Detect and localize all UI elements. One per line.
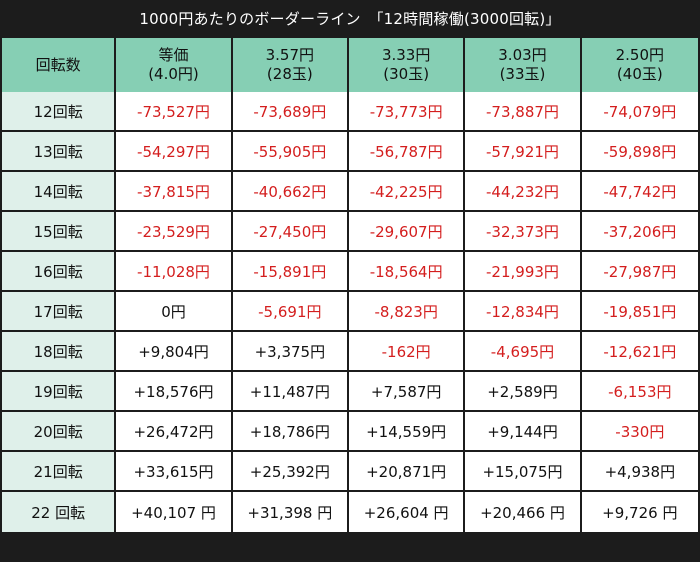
balance-cell: +9,144円 [465, 412, 582, 452]
table-row: 21回転 +33,615円 +25,392円 +20,871円 +15,075円 +4,9… [2, 452, 698, 492]
balance-cell: -19,851円 [581, 292, 698, 332]
balance-cell: -40,662円 [232, 172, 349, 212]
table-title: 1000円あたりのボーダーライン 「12時間稼働(3000回転)」 [139, 10, 561, 28]
balance-cell: -29,607円 [348, 212, 466, 252]
table-row: 13回転 -54,297円 -55,905円 -56,787円 -57,921円 -59,… [2, 132, 698, 172]
balance-cell: +9,726 円 [581, 492, 698, 532]
balance-cell: -32,373円 [465, 212, 582, 252]
balance-cell: +3,375円 [232, 332, 349, 372]
balance-cell: +33,615円 [116, 452, 233, 492]
balance-cell: -42,225円 [348, 172, 466, 212]
balance-cell: -73,887円 [465, 92, 582, 132]
header-rate-3-33: 3.33円 (30玉) [348, 38, 466, 92]
balance-cell: -12,834円 [465, 292, 582, 332]
balance-cell: +31,398 円 [232, 492, 349, 532]
row-spin-label: 15回転 [2, 212, 117, 252]
row-spin-label: 21回転 [2, 452, 117, 492]
balance-cell: -21,993円 [465, 252, 582, 292]
balance-cell: -15,891円 [232, 252, 349, 292]
balance-cell: +20,466 円 [465, 492, 582, 532]
balance-cell: +40,107 円 [116, 492, 233, 532]
balance-cell: -74,079円 [581, 92, 698, 132]
balance-cell: -73,773円 [348, 92, 466, 132]
balance-cell: +11,487円 [232, 372, 349, 412]
header-rate-3-03: 3.03円 (33玉) [465, 38, 582, 92]
balance-cell: -57,921円 [465, 132, 582, 172]
header-row: 回転数 等価 (4.0円) 3.57円 (28玉) 3.33円 (30玉) 3.03円… [2, 38, 698, 92]
row-spin-label: 18回転 [2, 332, 117, 372]
balance-cell: -4,695円 [465, 332, 582, 372]
balance-cell: -23,529円 [116, 212, 233, 252]
balance-cell: -55,905円 [232, 132, 349, 172]
row-spin-label: 16回転 [2, 252, 117, 292]
balance-cell: +20,871円 [348, 452, 466, 492]
table-row: 15回転 -23,529円 -27,450円 -29,607円 -32,373円 -37,… [2, 212, 698, 252]
header-rate-3-57: 3.57円 (28玉) [232, 38, 349, 92]
balance-cell: +18,786円 [232, 412, 349, 452]
balance-cell: +26,472円 [116, 412, 233, 452]
balance-cell: +4,938円 [581, 452, 698, 492]
balance-cell: +25,392円 [232, 452, 349, 492]
balance-cell: -56,787円 [348, 132, 466, 172]
row-spin-label: 19回転 [2, 372, 117, 412]
balance-cell: -59,898円 [581, 132, 698, 172]
balance-cell: -27,450円 [232, 212, 349, 252]
balance-cell: -27,987円 [581, 252, 698, 292]
balance-cell: -12,621円 [581, 332, 698, 372]
balance-cell: -47,742円 [581, 172, 698, 212]
balance-cell: -8,823円 [348, 292, 466, 332]
header-spins: 回転数 [2, 38, 117, 92]
balance-cell: +9,804円 [116, 332, 233, 372]
table-row: 18回転 +9,804円 +3,375円 -162円 -4,695円 -12,621円 [2, 332, 698, 372]
balance-cell: +2,589円 [465, 372, 582, 412]
balance-cell: -54,297円 [116, 132, 233, 172]
balance-cell: +7,587円 [348, 372, 466, 412]
table-row: 14回転 -37,815円 -40,662円 -42,225円 -44,232円 -47,… [2, 172, 698, 212]
balance-cell: -73,689円 [232, 92, 349, 132]
table-body: 12回転 -73,527円 -73,689円 -73,773円 -73,887円 -74,… [2, 92, 698, 532]
table-row: 20回転 +26,472円 +18,786円 +14,559円 +9,144円 -330円 [2, 412, 698, 452]
balance-cell: -37,206円 [581, 212, 698, 252]
header-rate-2-50: 2.50円 (40玉) [581, 38, 698, 92]
row-spin-label: 12回転 [2, 92, 117, 132]
balance-cell: +18,576円 [116, 372, 233, 412]
table-row: 17回転 0円 -5,691円 -8,823円 -12,834円 -19,851円 [2, 292, 698, 332]
table-row: 19回転 +18,576円 +11,487円 +7,587円 +2,589円 -6,153… [2, 372, 698, 412]
balance-cell: -11,028円 [116, 252, 233, 292]
balance-cell: -5,691円 [232, 292, 349, 332]
table-row: 16回転 -11,028円 -15,891円 -18,564円 -21,993円 -27,… [2, 252, 698, 292]
balance-cell: +15,075円 [465, 452, 582, 492]
header-rate-4-0: 等価 (4.0円) [116, 38, 233, 92]
balance-cell: -37,815円 [116, 172, 233, 212]
balance-cell: -18,564円 [348, 252, 466, 292]
balance-cell: -162円 [348, 332, 466, 372]
border-line-table: 回転数 等価 (4.0円) 3.57円 (28玉) 3.33円 (30玉) 3.03円… [2, 38, 698, 532]
balance-cell: -44,232円 [465, 172, 582, 212]
balance-cell: -330円 [581, 412, 698, 452]
table-row: 22 回転 +40,107 円 +31,398 円 +26,604 円 +20,466 … [2, 492, 698, 532]
row-spin-label: 17回転 [2, 292, 117, 332]
row-spin-label: 20回転 [2, 412, 117, 452]
row-spin-label: 22 回転 [2, 492, 117, 532]
balance-cell: +26,604 円 [348, 492, 466, 532]
balance-cell: 0円 [116, 292, 233, 332]
row-spin-label: 14回転 [2, 172, 117, 212]
row-spin-label: 13回転 [2, 132, 117, 172]
balance-cell: -6,153円 [581, 372, 698, 412]
balance-cell: +14,559円 [348, 412, 466, 452]
table-row: 12回転 -73,527円 -73,689円 -73,773円 -73,887円 -74,… [2, 92, 698, 132]
balance-cell: -73,527円 [116, 92, 233, 132]
